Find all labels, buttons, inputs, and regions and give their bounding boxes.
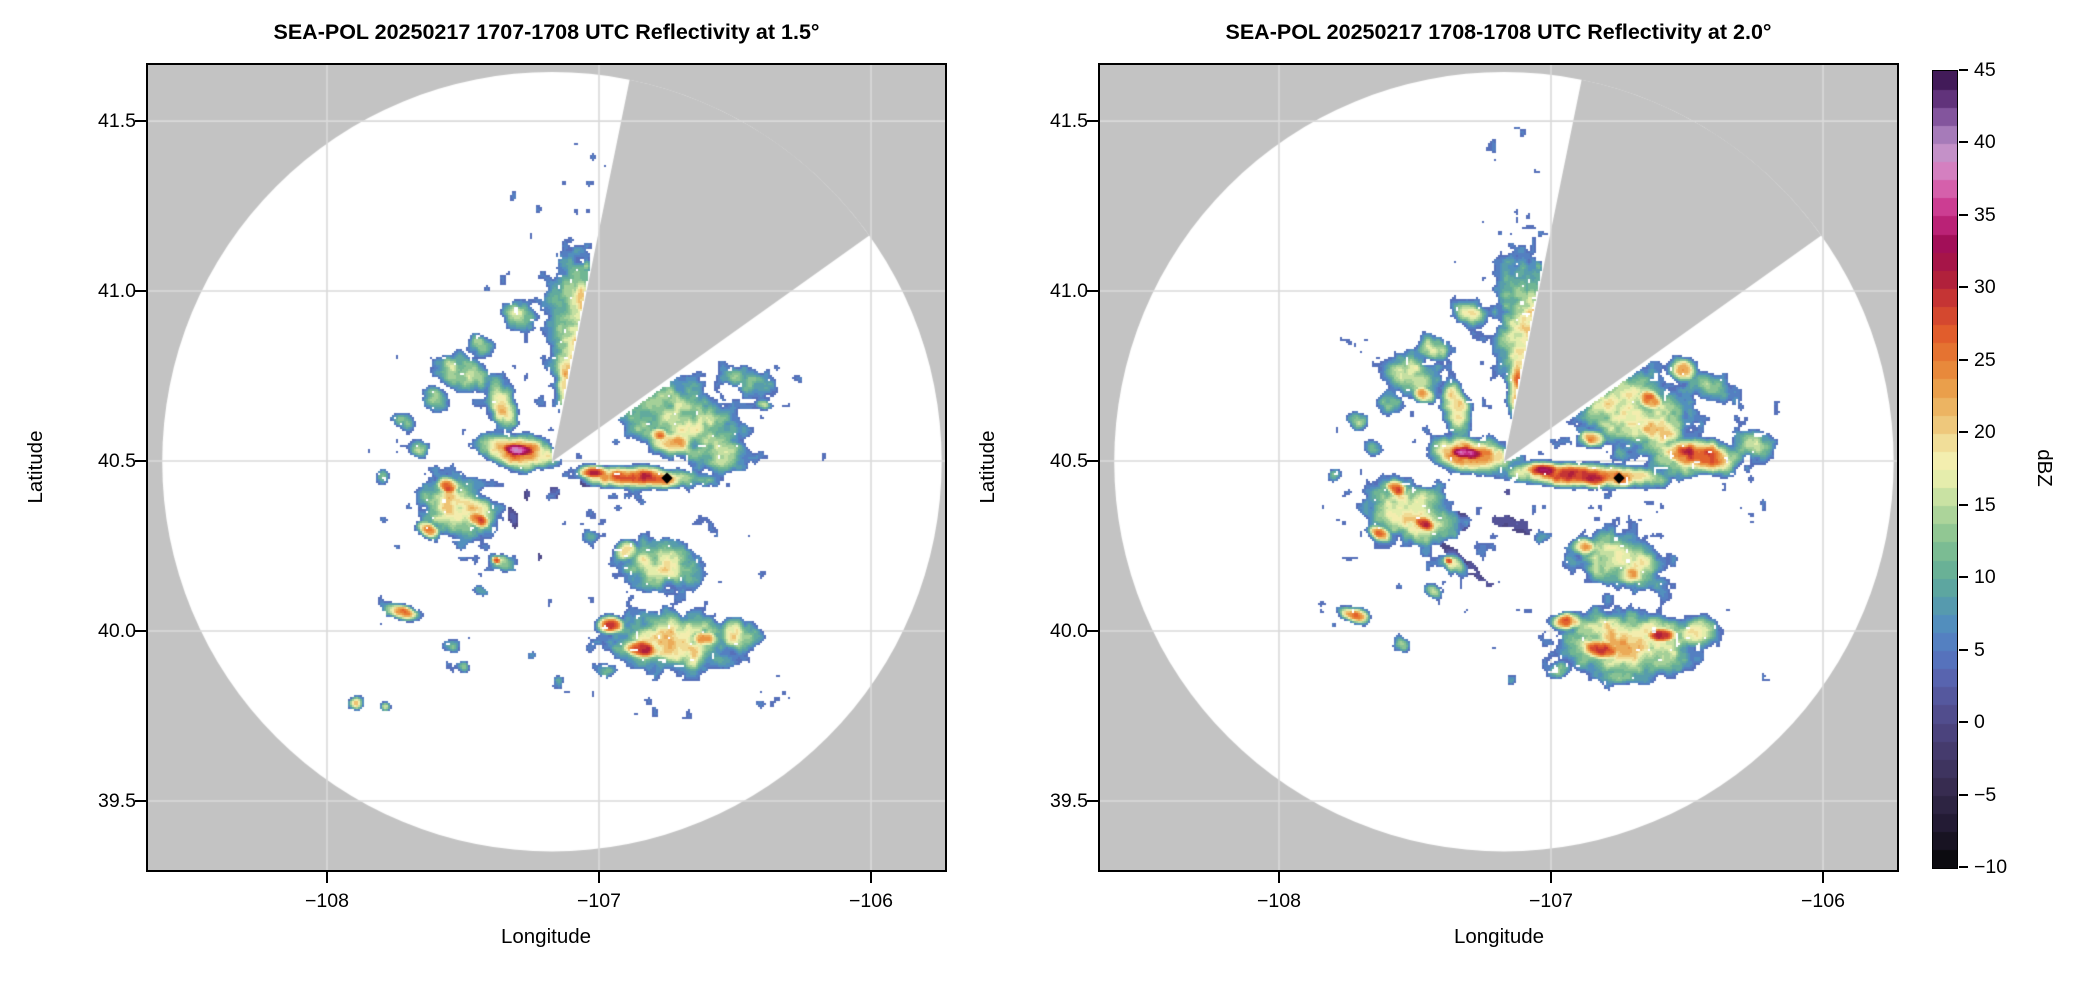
colorbar-tick-label: 5 [1974,638,1985,661]
colorbar-tick-label: 40 [1974,131,1996,154]
y-tick-mark [1087,290,1098,293]
colorbar-tick-label: 30 [1974,276,1996,299]
panel-right-title: SEA-POL 20250217 1708-1708 UTC Reflectiv… [1225,20,1772,44]
x-axis-label-right: Longitude [1453,925,1545,948]
radar-ppi-canvas-left [148,65,945,870]
colorbar [1932,70,1958,869]
colorbar-tick-mark [1959,141,1968,144]
y-axis-label-right: Latitude [976,430,999,504]
panel-left-plot [146,63,947,872]
y-axis-label-left: Latitude [24,430,47,504]
x-tick-mark [1277,872,1280,883]
colorbar-tick-label: 35 [1974,203,1996,226]
colorbar-label: dBZ [2033,449,2056,487]
colorbar-tick-mark [1959,213,1968,216]
colorbar-tick-label: 15 [1974,493,1996,516]
x-tick-mark [870,872,872,883]
x-tick-label: −106 [1801,890,1845,912]
x-tick-label: −107 [1529,890,1573,912]
y-tick-label: 40.0 [98,620,136,643]
colorbar-tick-mark [1959,793,1968,796]
colorbar-tick-mark [1959,503,1968,506]
colorbar-tick-label: 20 [1974,421,1996,444]
x-tick-mark [597,872,600,883]
y-tick-label: 41.0 [1050,280,1088,303]
x-tick-label: −108 [305,890,349,912]
y-tick-label: 41.5 [98,110,136,133]
y-tick-label: 41.5 [1050,110,1088,133]
colorbar-tick-label: 45 [1974,59,1996,81]
colorbar-tick-mark [1959,358,1968,361]
y-tick-mark [135,460,146,463]
x-tick-label: −107 [577,890,621,912]
y-tick-mark [135,120,146,123]
y-tick-label: 40.5 [1050,450,1088,473]
y-tick-mark [135,799,146,802]
colorbar-tick-mark [1959,286,1968,289]
colorbar-tick-label: −10 [1974,856,2008,878]
colorbar-tick-mark [1959,576,1968,579]
radar-ppi-canvas-right [1100,65,1897,870]
colorbar-tick-label: 10 [1974,566,1996,589]
panel-right-plot [1098,63,1899,872]
x-axis-label-left: Longitude [500,925,592,948]
y-tick-label: 40.0 [1050,620,1088,643]
colorbar-tick-label: 25 [1974,348,1996,371]
y-tick-mark [1087,799,1098,802]
y-tick-mark [1087,460,1098,463]
x-tick-mark [1549,872,1552,883]
colorbar-tick-label: 0 [1974,711,1985,734]
y-tick-mark [1087,120,1098,123]
colorbar-canvas [1933,71,1957,868]
colorbar-tick-mark [1959,866,1968,868]
y-tick-mark [1087,630,1098,633]
colorbar-tick-mark [1959,69,1968,71]
y-tick-label: 41.0 [98,280,136,303]
y-tick-label: 39.5 [98,789,136,812]
x-tick-mark [1822,872,1824,883]
x-tick-label: −108 [1257,890,1301,912]
colorbar-tick-label: −5 [1974,783,1997,806]
y-tick-label: 39.5 [1050,789,1088,812]
x-tick-label: −106 [849,890,893,912]
y-tick-mark [135,290,146,293]
colorbar-tick-mark [1959,648,1968,651]
y-tick-mark [135,630,146,633]
colorbar-tick-mark [1959,721,1968,724]
colorbar-tick-mark [1959,431,1968,434]
panel-left-title: SEA-POL 20250217 1707-1708 UTC Reflectiv… [273,20,820,44]
x-tick-mark [325,872,328,883]
y-tick-label: 40.5 [98,450,136,473]
